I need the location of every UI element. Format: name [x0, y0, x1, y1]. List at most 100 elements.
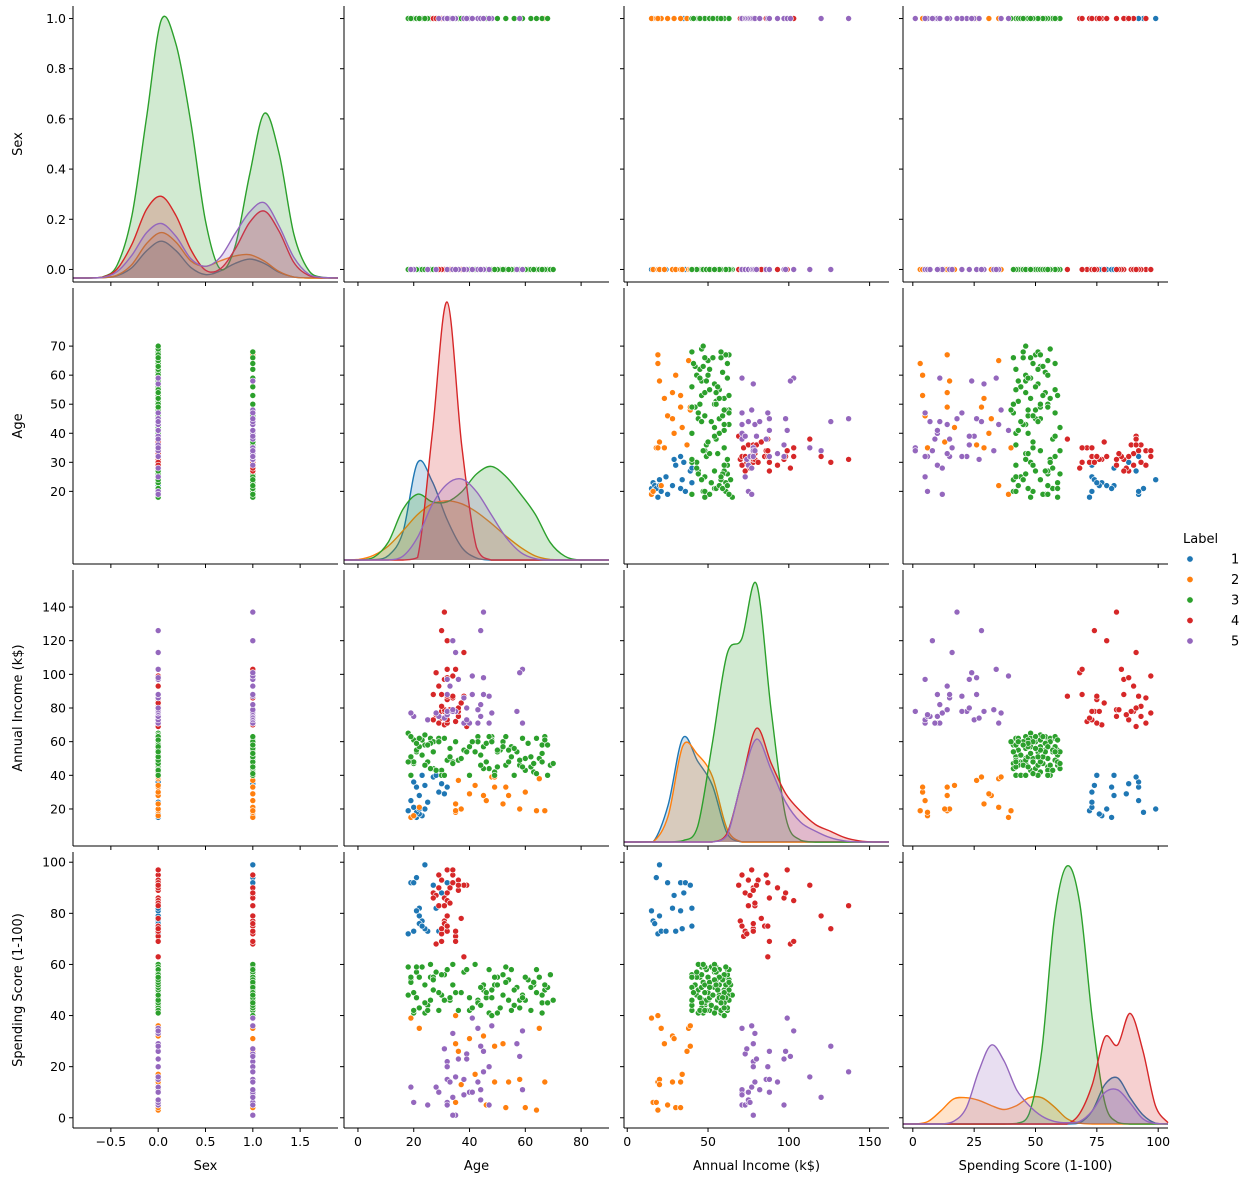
point-label-3 — [1054, 493, 1061, 501]
x-tick-label: 150 — [858, 1134, 882, 1149]
point-label-4 — [1091, 627, 1098, 634]
point-label-1 — [413, 874, 420, 881]
x-tick-label: 25 — [966, 1134, 982, 1149]
point-label-3 — [488, 1012, 496, 1019]
point-label-3 — [499, 743, 507, 751]
point-label-4 — [1113, 608, 1120, 616]
point-label-1 — [669, 482, 676, 489]
point-label-3 — [485, 765, 493, 772]
point-label-4 — [738, 461, 746, 469]
point-label-2 — [649, 488, 657, 495]
point-label-4 — [1132, 704, 1140, 712]
panel-score-vs-income: 0 50 100 150 — [620, 852, 889, 1149]
point-label-5 — [446, 1078, 454, 1086]
point-label-2 — [995, 357, 1003, 364]
point-label-2 — [452, 1099, 459, 1106]
point-label-4 — [435, 902, 443, 910]
point-label-4 — [827, 458, 835, 466]
point-label-3 — [706, 365, 713, 373]
point-label-4 — [1088, 444, 1096, 452]
point-label-5 — [978, 418, 985, 425]
point-label-3 — [1044, 771, 1052, 779]
point-label-5 — [154, 1055, 162, 1063]
point-label-4 — [1130, 682, 1137, 690]
point-label-3 — [429, 748, 437, 756]
point-label-4 — [1118, 665, 1125, 673]
point-label-3 — [524, 739, 532, 747]
point-label-5 — [958, 692, 966, 700]
point-label-3 — [725, 409, 733, 417]
point-label-5 — [449, 1030, 457, 1037]
point-label-3 — [549, 266, 557, 273]
point-label-3 — [1029, 758, 1037, 766]
x-tick-label: −0.5 — [96, 1134, 126, 1149]
point-label-3 — [1029, 412, 1037, 420]
panel-income-vs-age — [340, 570, 609, 850]
point-label-1 — [1108, 485, 1115, 492]
point-label-4 — [1096, 15, 1103, 22]
point-label-5 — [751, 447, 759, 455]
point-label-5 — [452, 649, 459, 656]
point-label-1 — [441, 790, 448, 798]
point-label-3 — [535, 973, 543, 981]
point-label-5 — [452, 1073, 459, 1081]
point-label-2 — [482, 797, 490, 804]
point-label-4 — [438, 627, 445, 634]
point-label-1 — [404, 930, 412, 938]
point-label-3 — [249, 365, 257, 373]
point-label-3 — [1022, 456, 1029, 463]
point-label-4 — [1113, 713, 1120, 720]
point-label-3 — [1056, 424, 1064, 431]
point-label-2 — [670, 429, 678, 437]
point-label-5 — [449, 706, 457, 714]
point-label-3 — [432, 968, 440, 976]
point-label-5 — [468, 1088, 476, 1096]
x-tick-label: 1.0 — [243, 1134, 263, 1149]
point-label-5 — [407, 1083, 415, 1091]
point-label-5 — [764, 409, 772, 417]
point-label-4 — [154, 915, 162, 922]
point-label-5 — [463, 704, 471, 712]
point-label-3 — [1051, 15, 1059, 22]
point-label-2 — [985, 429, 993, 437]
point-label-3 — [717, 999, 725, 1007]
point-label-3 — [249, 763, 257, 771]
point-label-5 — [748, 464, 756, 472]
point-label-5 — [790, 266, 798, 273]
legend-marker-4 — [1186, 616, 1194, 624]
point-label-4 — [1076, 464, 1083, 472]
point-label-1 — [664, 490, 671, 498]
point-label-5 — [751, 1078, 759, 1086]
point-label-3 — [1056, 470, 1064, 478]
point-label-4 — [817, 453, 825, 460]
point-label-4 — [1078, 691, 1086, 698]
point-label-5 — [978, 627, 985, 634]
point-label-2 — [924, 444, 931, 452]
point-label-4 — [774, 266, 781, 273]
point-label-5 — [519, 1086, 526, 1093]
y-tick-label: 140 — [42, 600, 66, 615]
point-label-2 — [415, 803, 423, 811]
x-tick-label: 0 — [623, 1134, 631, 1149]
point-label-3 — [688, 973, 696, 981]
point-label-5 — [485, 692, 493, 700]
point-label-2 — [654, 1106, 662, 1114]
point-label-5 — [154, 490, 162, 498]
point-label-4 — [154, 953, 162, 961]
point-label-3 — [724, 360, 731, 367]
point-label-1 — [1123, 790, 1130, 798]
point-label-2 — [670, 15, 678, 22]
point-label-5 — [154, 464, 162, 472]
point-label-3 — [720, 427, 728, 434]
point-label-3 — [468, 1004, 476, 1012]
point-label-5 — [480, 674, 487, 682]
point-label-2 — [654, 1012, 662, 1019]
point-label-3 — [699, 363, 707, 370]
point-label-1 — [656, 912, 663, 920]
point-label-3 — [457, 989, 465, 996]
point-label-4 — [1100, 699, 1108, 707]
point-label-2 — [491, 783, 498, 791]
point-label-2 — [995, 482, 1003, 489]
point-label-1 — [677, 907, 684, 915]
point-label-5 — [943, 450, 951, 457]
